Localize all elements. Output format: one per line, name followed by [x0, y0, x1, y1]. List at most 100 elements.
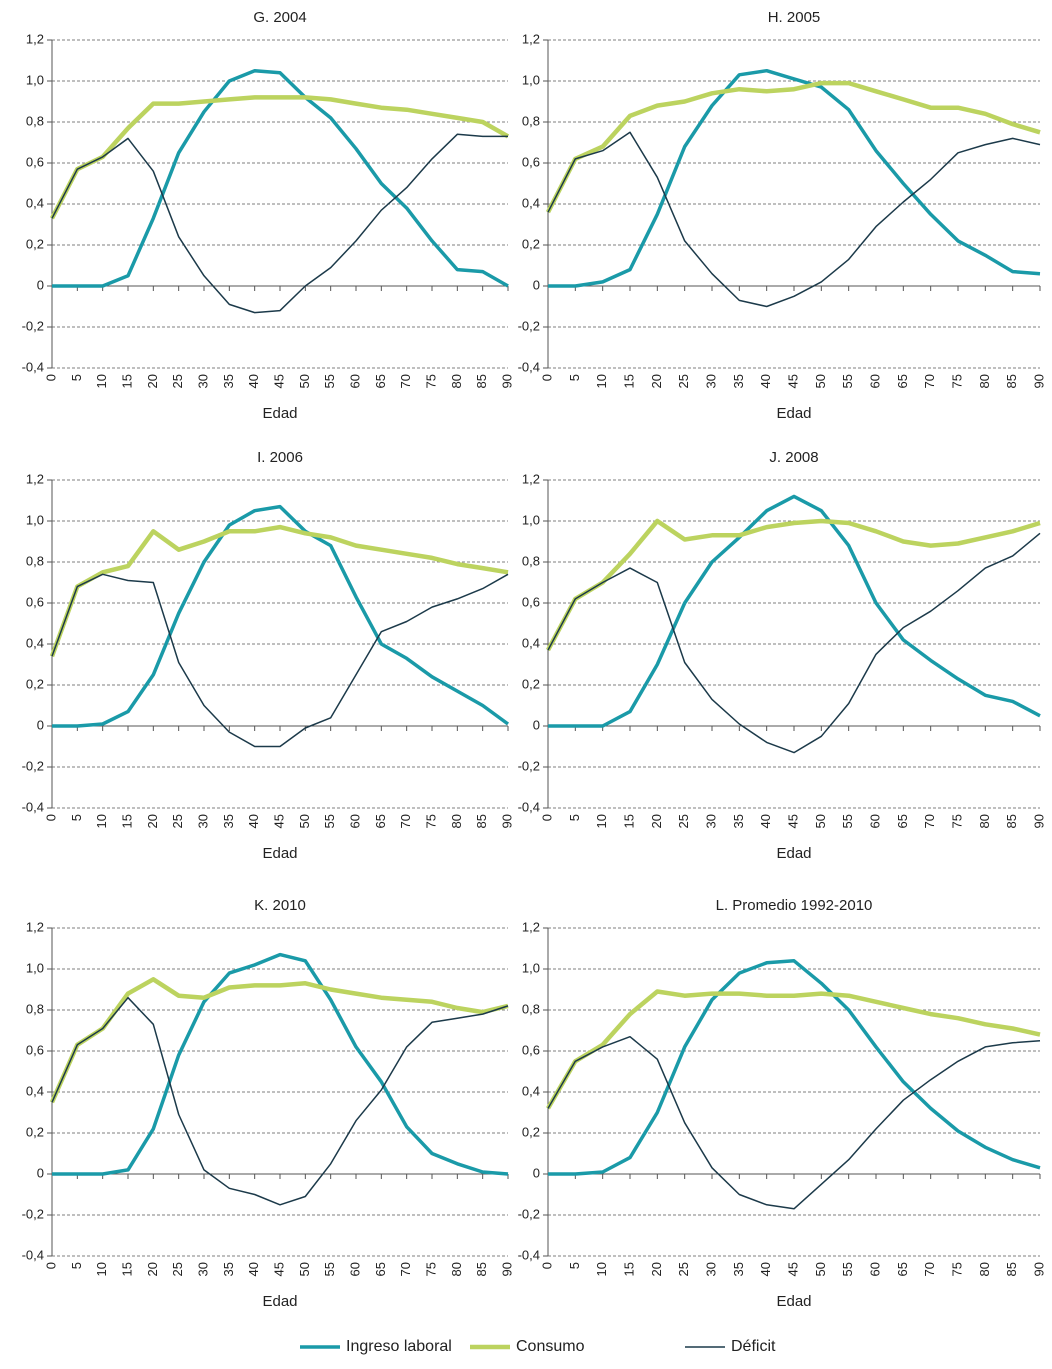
- y-tick-label: 0,8: [522, 553, 540, 568]
- x-tick-label: 55: [322, 1262, 337, 1276]
- x-tick-label: 50: [297, 814, 312, 828]
- x-tick-label: 45: [785, 814, 800, 828]
- y-tick-label: 0: [533, 717, 540, 732]
- x-tick-label: 10: [94, 814, 109, 828]
- x-tick-label: 20: [145, 1262, 160, 1276]
- x-tick-label: 35: [221, 814, 236, 828]
- y-tick-label: -0,2: [22, 758, 44, 773]
- y-tick-label: 1,2: [26, 919, 44, 934]
- x-tick-label: 15: [119, 814, 134, 828]
- x-tick-label: 75: [949, 374, 964, 388]
- x-tick-label: 25: [676, 814, 691, 828]
- x-tick-label: 0: [539, 374, 554, 381]
- y-tick-label: 0,4: [26, 635, 44, 650]
- y-tick-label: 1,0: [522, 512, 540, 527]
- x-tick-label: 10: [594, 374, 609, 388]
- y-tick-label: 0,4: [26, 195, 44, 210]
- x-tick-label: 45: [271, 814, 286, 828]
- x-tick-label: 85: [1004, 814, 1019, 828]
- series-line: [548, 68, 1041, 288]
- series-line: [546, 518, 1041, 652]
- y-tick-label: 1,2: [26, 31, 44, 46]
- y-tick-label: 1,2: [522, 31, 540, 46]
- legend-label: Ingreso laboral: [346, 1338, 452, 1355]
- x-tick-label: 60: [347, 374, 362, 388]
- series-line: [51, 996, 509, 1206]
- x-tick-label: 5: [69, 814, 84, 821]
- x-tick-label: 50: [813, 374, 828, 388]
- x-tick-label: 30: [195, 374, 210, 388]
- x-tick-label: 40: [246, 814, 261, 828]
- x-tick-label: 35: [221, 374, 236, 388]
- x-tick-label: 80: [449, 814, 464, 828]
- x-tick-label: 80: [977, 814, 992, 828]
- x-tick-label: 25: [170, 374, 185, 388]
- y-tick-label: 0,6: [522, 1042, 540, 1057]
- x-tick-label: 70: [922, 374, 937, 388]
- y-tick-label: 1,2: [522, 471, 540, 486]
- y-tick-label: -0,2: [22, 318, 44, 333]
- x-tick-label: 30: [703, 814, 718, 828]
- x-tick-label: 50: [813, 814, 828, 828]
- x-tick-label: 15: [621, 1262, 636, 1276]
- x-tick-label: 45: [271, 374, 286, 388]
- x-tick-label: 70: [922, 1262, 937, 1276]
- series-line: [547, 1035, 1041, 1210]
- y-tick-label: 1,2: [26, 471, 44, 486]
- y-tick-label: -0,2: [518, 758, 540, 773]
- y-tick-label: 1,0: [522, 72, 540, 87]
- y-tick-label: 0,2: [26, 1124, 44, 1139]
- x-tick-label: 65: [373, 374, 388, 388]
- x-tick-label: 60: [867, 1262, 882, 1276]
- x-tick-label: 45: [785, 1262, 800, 1276]
- legend-label: Consumo: [516, 1338, 585, 1355]
- x-tick-label: 80: [449, 1262, 464, 1276]
- x-tick-label: 10: [594, 814, 609, 828]
- chart-title: I. 2006: [257, 449, 303, 466]
- x-tick-label: 40: [758, 1262, 773, 1276]
- y-tick-label: 0,8: [26, 553, 44, 568]
- y-tick-label: 0: [37, 277, 44, 292]
- x-tick-label: 20: [649, 814, 664, 828]
- x-tick-label: 5: [567, 1262, 582, 1269]
- x-tick-label: 40: [758, 814, 773, 828]
- y-tick-label: 0,4: [522, 1083, 540, 1098]
- x-tick-label: 65: [895, 814, 910, 828]
- y-tick-label: 0,4: [522, 195, 540, 210]
- x-tick-label: 90: [1031, 374, 1046, 388]
- x-tick-label: 60: [347, 814, 362, 828]
- x-tick-label: 70: [398, 1262, 413, 1276]
- y-tick-label: 0,6: [522, 594, 540, 609]
- y-tick-label: -0,4: [518, 799, 540, 814]
- series-line: [51, 133, 508, 314]
- y-tick-label: 0,2: [26, 676, 44, 691]
- x-tick-label: 90: [499, 374, 514, 388]
- x-tick-label: 65: [373, 1262, 388, 1276]
- x-tick-label: 0: [43, 814, 58, 821]
- y-tick-label: -0,2: [518, 318, 540, 333]
- x-axis-label: Edad: [776, 1293, 811, 1310]
- x-tick-label: 35: [731, 1262, 746, 1276]
- x-tick-label: 55: [840, 814, 855, 828]
- x-tick-label: 25: [676, 1262, 691, 1276]
- y-tick-label: -0,4: [518, 1247, 540, 1262]
- series-line: [49, 524, 509, 658]
- x-tick-label: 75: [423, 374, 438, 388]
- chart-title: J. 2008: [769, 449, 818, 466]
- y-tick-label: 0: [533, 1165, 540, 1180]
- x-axis-label: Edad: [776, 845, 811, 862]
- series-line: [546, 989, 1041, 1110]
- x-tick-label: 65: [895, 1262, 910, 1276]
- x-tick-label: 25: [170, 814, 185, 828]
- x-axis-label: Edad: [262, 1293, 297, 1310]
- x-tick-label: 60: [867, 374, 882, 388]
- y-tick-label: -0,4: [22, 799, 44, 814]
- x-tick-label: 30: [703, 1262, 718, 1276]
- x-tick-label: 75: [949, 814, 964, 828]
- x-tick-label: 90: [499, 814, 514, 828]
- y-tick-label: 0,8: [26, 1001, 44, 1016]
- y-tick-label: 1,0: [522, 960, 540, 975]
- x-tick-label: 40: [246, 1262, 261, 1276]
- x-tick-label: 10: [94, 1262, 109, 1276]
- legend-label: Déficit: [731, 1338, 776, 1355]
